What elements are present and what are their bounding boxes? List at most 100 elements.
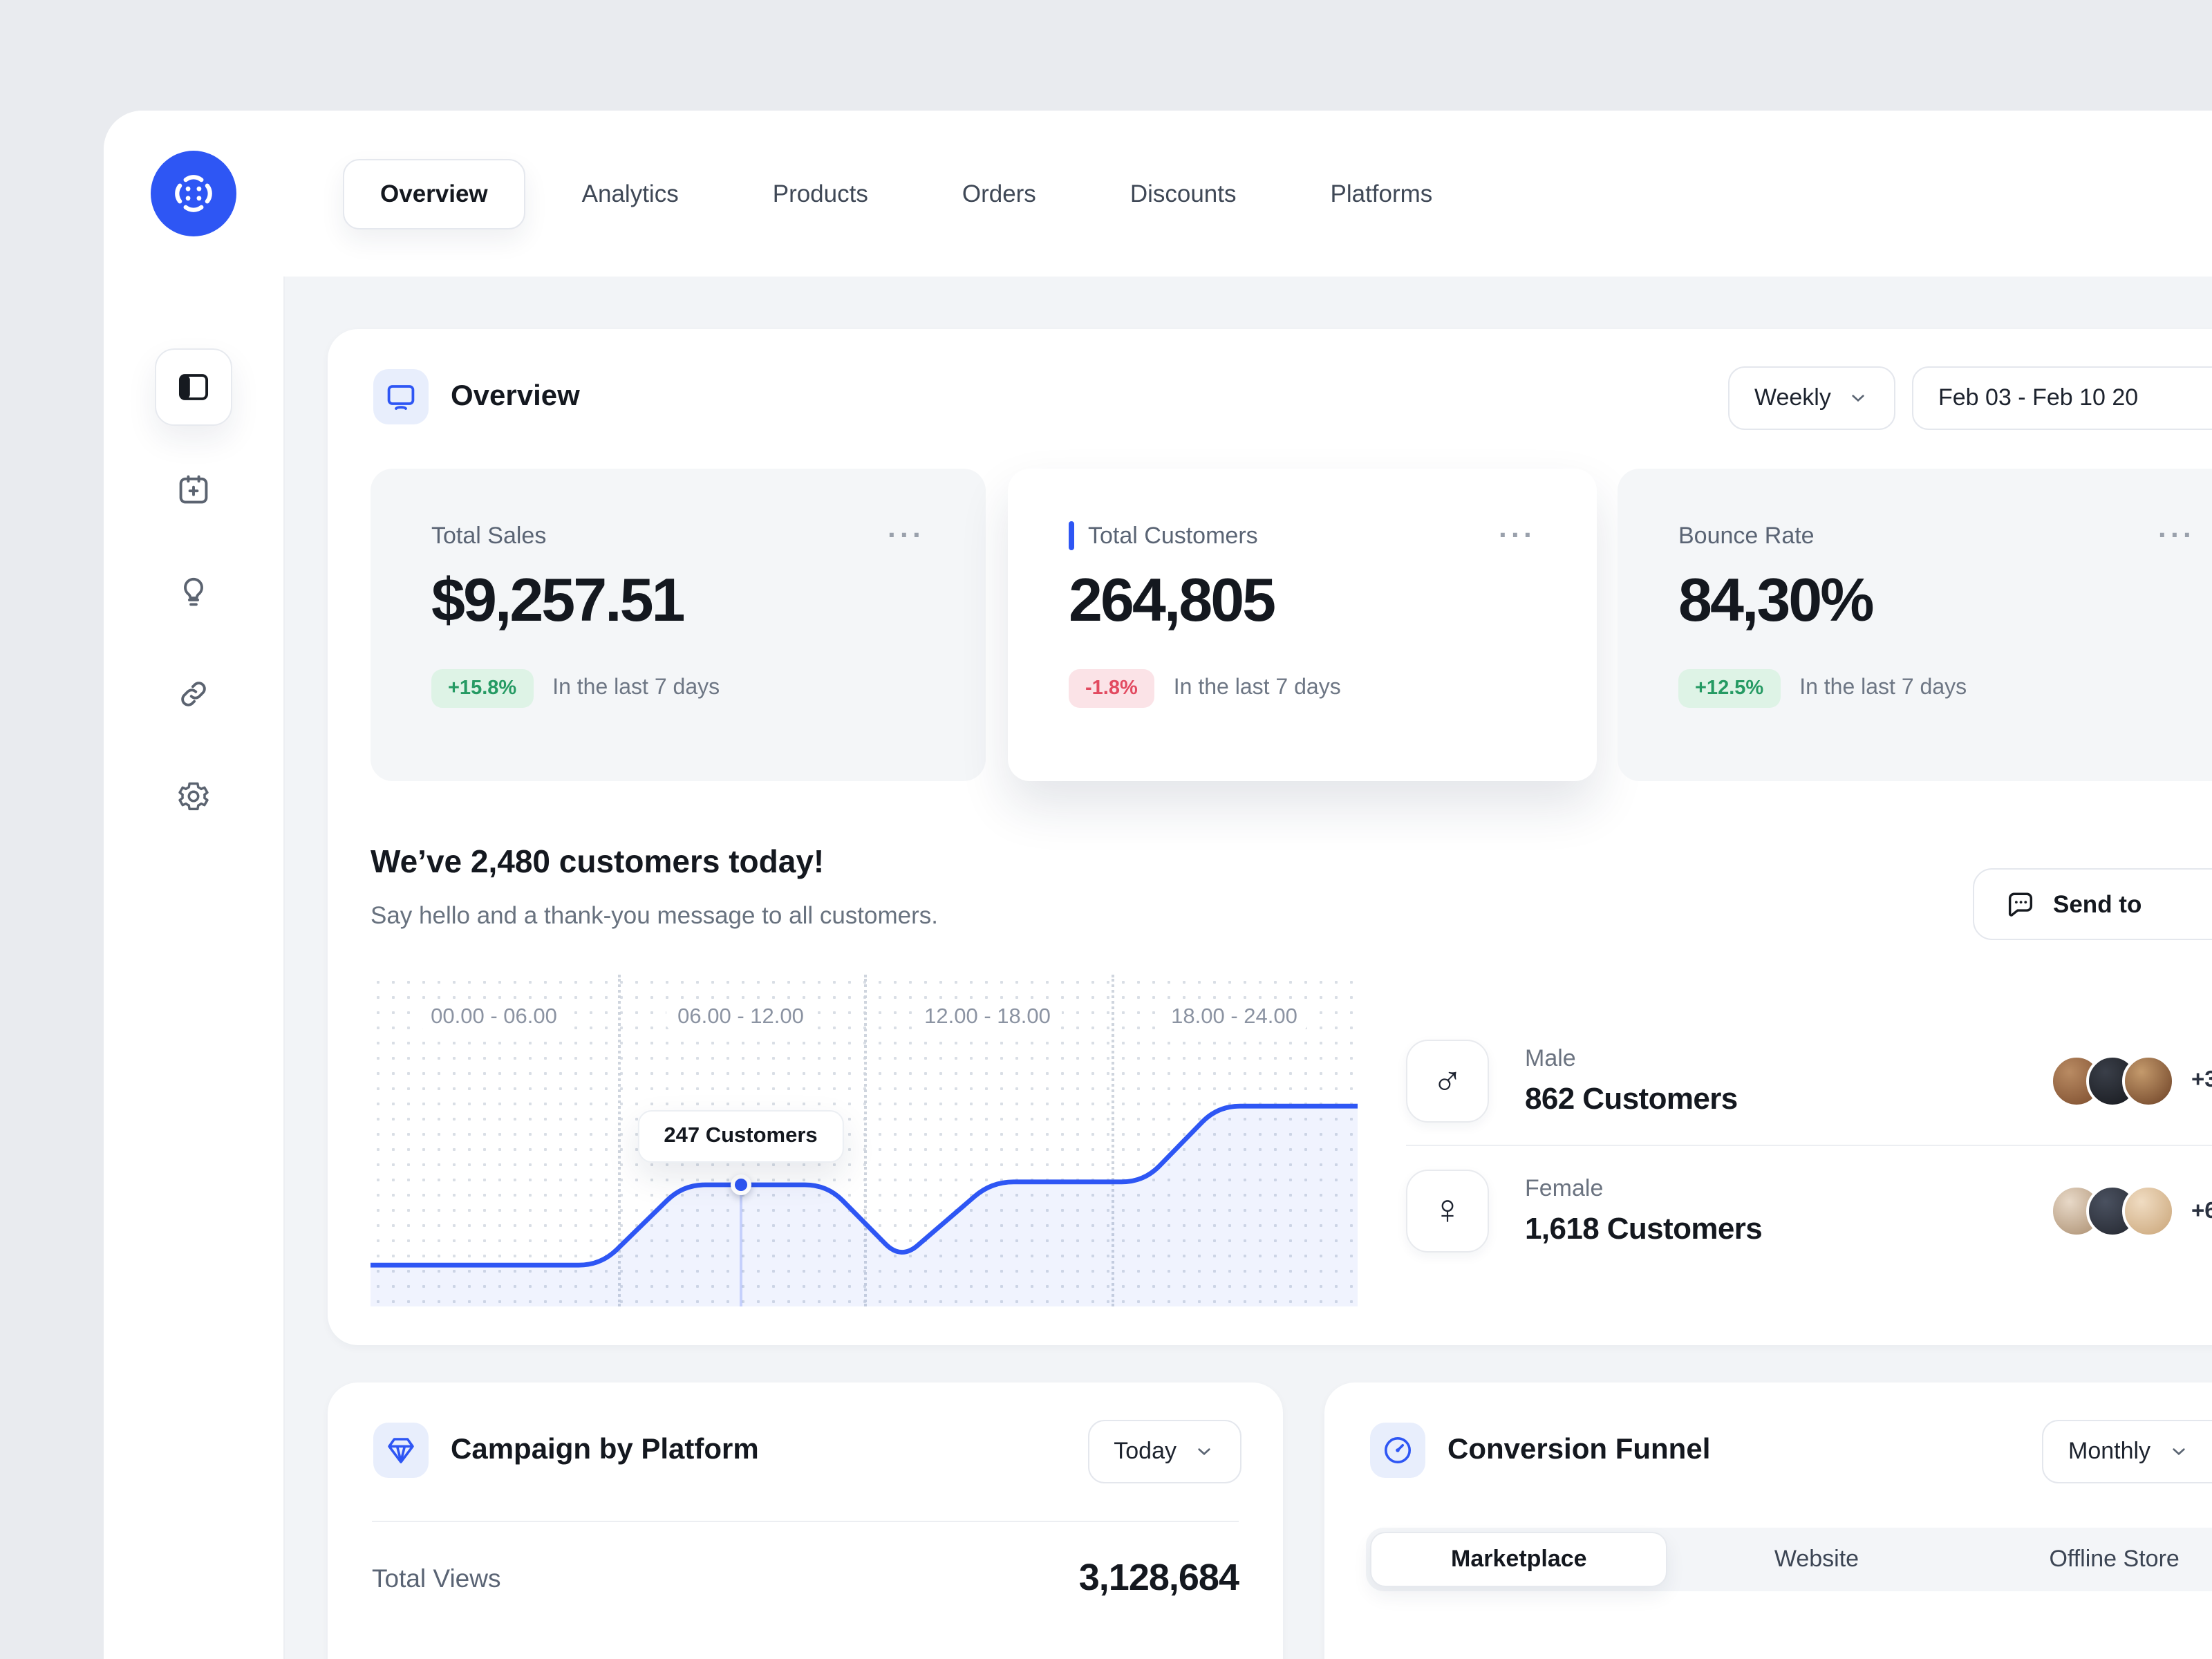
chart-x-label: 00.00 - 06.00 [371,1002,617,1031]
chart-x-label: 12.00 - 18.00 [864,1002,1111,1031]
nav-item-overview[interactable]: Overview [343,158,525,229]
main-content: Overview Weekly Feb 03 - Feb 10 20 Total… [285,276,2212,1659]
period-select-value: Weekly [1754,384,1831,411]
more-count: +65 [2191,1198,2212,1223]
lightbulb-icon [184,577,203,606]
campaign-period-value: Today [1114,1438,1177,1464]
customers-banner-heading: We’ve 2,480 customers today! [371,843,825,879]
chart-x-label: 06.00 - 12.00 [617,1002,864,1031]
avatar-group [2050,1185,2175,1237]
campaign-card: Campaign by Platform Today Total Views 3… [328,1382,1283,1659]
top-nav: Overview Analytics Products Orders Discounts… [343,111,1470,276]
customers-line-chart [371,1103,1358,1306]
funnel-tabs: Marketplace Website Offline Store [1366,1528,2212,1591]
more-options-icon[interactable] [2158,521,2195,550]
avatar [2122,1054,2175,1107]
male-icon: ♂ [1406,1039,1489,1122]
gender-label: Female [1525,1175,1604,1201]
chart-separator [617,975,620,1306]
divider [372,1521,1239,1522]
date-range-select[interactable]: Feb 03 - Feb 10 20 [1912,366,2212,430]
date-range-value: Feb 03 - Feb 10 20 [1938,384,2139,411]
stat-value: 264,805 [1069,567,1276,635]
settings-gear-icon [178,782,209,811]
stat-card-bounce-rate: Bounce Rate 84,30% +12.5% In the last 7 day… [1618,469,2212,781]
customers-chart: 00.00 - 06.00 06.00 - 12.00 12.00 - 18.00 1… [371,975,1358,1306]
send-message-button[interactable]: Send to [1973,868,2212,940]
gender-label: Male [1525,1044,1576,1071]
chart-separator [864,975,867,1306]
monitor-icon [373,369,429,424]
period-select[interactable]: Weekly [1728,366,1896,430]
stat-card-total-sales: Total Sales $9,257.51 +15.8% In the last 7 … [371,469,986,781]
link-icon [181,682,206,706]
overview-title: Overview [451,380,580,412]
send-message-label: Send to [2053,890,2142,917]
funnel-title: Conversion Funnel [1447,1434,1711,1465]
sidebar-links-button[interactable] [155,655,232,733]
sidebar [104,276,285,1659]
nav-item-orders[interactable]: Orders [925,158,1074,229]
chevron-down-icon [1853,395,1865,402]
sidebar-ideas-button[interactable] [155,553,232,630]
campaign-period-select[interactable]: Today [1087,1420,1241,1483]
chart-separator [1111,975,1114,1306]
funnel-tab-offline-store[interactable]: Offline Store [1965,1532,2212,1587]
avatar [2122,1185,2175,1237]
total-views-label: Total Views [372,1563,501,1592]
change-badge: +12.5% [1678,669,1781,708]
calendar-add-icon [179,475,208,504]
brand-logo[interactable] [151,151,236,236]
stat-value: $9,257.51 [431,567,686,635]
chart-marker-line [739,1185,742,1306]
chart-x-label: 18.00 - 24.00 [1111,1002,1358,1031]
avatar-group [2050,1054,2175,1107]
nav-item-platforms[interactable]: Platforms [1293,158,1470,229]
top-header: Overview Analytics Products Orders Discounts… [104,111,2212,276]
gender-panel: ♂ Male 862 Customers +34 ♀ Female 1,618 Custom… [1406,1016,2212,1276]
sidebar-layout-panel-button[interactable] [155,348,232,426]
gender-value: 1,618 Customers [1525,1211,1763,1246]
chevron-down-icon [1198,1448,1210,1456]
stat-title: Total Customers [1088,522,1258,548]
stat-title: Bounce Rate [1678,522,1815,548]
gender-row-female: ♀ Female 1,618 Customers +65 [1406,1146,2212,1276]
gender-value: 862 Customers [1525,1080,1738,1115]
chevron-down-icon [2172,1448,2184,1456]
funnel-tab-website[interactable]: Website [1668,1532,1966,1587]
app-window: Overview Analytics Products Orders Discounts… [104,111,2212,1659]
chat-bubble-icon [2008,892,2033,916]
conversion-funnel-card: Conversion Funnel Monthly Marketplace Web… [1324,1382,2212,1659]
funnel-tab-marketplace[interactable]: Marketplace [1370,1532,1668,1587]
female-icon: ♀ [1406,1170,1489,1253]
nav-item-discounts[interactable]: Discounts [1093,158,1274,229]
chart-x-labels: 00.00 - 06.00 06.00 - 12.00 12.00 - 18.00 1… [371,1002,1358,1031]
total-views-row: Total Views 3,128,684 [372,1557,1239,1600]
gauge-icon [1370,1423,1425,1478]
stat-value: 84,30% [1678,567,1874,635]
funnel-period-select[interactable]: Monthly [2042,1420,2212,1483]
accent-bar [1069,521,1074,550]
stats-row: Total Sales $9,257.51 +15.8% In the last 7 … [328,469,2212,781]
overview-card: Overview Weekly Feb 03 - Feb 10 20 Total… [328,329,2212,1345]
change-badge: -1.8% [1069,669,1154,708]
stat-caption: In the last 7 days [1173,676,1341,700]
nav-item-products[interactable]: Products [735,158,906,229]
funnel-period-value: Monthly [2068,1438,2151,1464]
nav-item-analytics[interactable]: Analytics [545,158,716,229]
layout-panel-icon [178,374,209,400]
stat-title: Total Sales [431,522,547,548]
stat-caption: In the last 7 days [1799,676,1967,700]
change-badge: +15.8% [431,669,534,708]
gender-row-male: ♂ Male 862 Customers +34 [1406,1016,2212,1146]
more-options-icon[interactable] [1499,521,1536,550]
chart-tooltip: 247 Customers [637,1110,844,1163]
stat-caption: In the last 7 days [552,676,720,700]
stat-card-total-customers: Total Customers 264,805 -1.8% In the last 7… [1008,469,1597,781]
total-views-value: 3,128,684 [1078,1557,1239,1598]
campaign-title: Campaign by Platform [451,1434,759,1465]
sidebar-settings-button[interactable] [155,758,232,835]
sidebar-calendar-button[interactable] [155,451,232,528]
more-options-icon[interactable] [888,521,925,550]
